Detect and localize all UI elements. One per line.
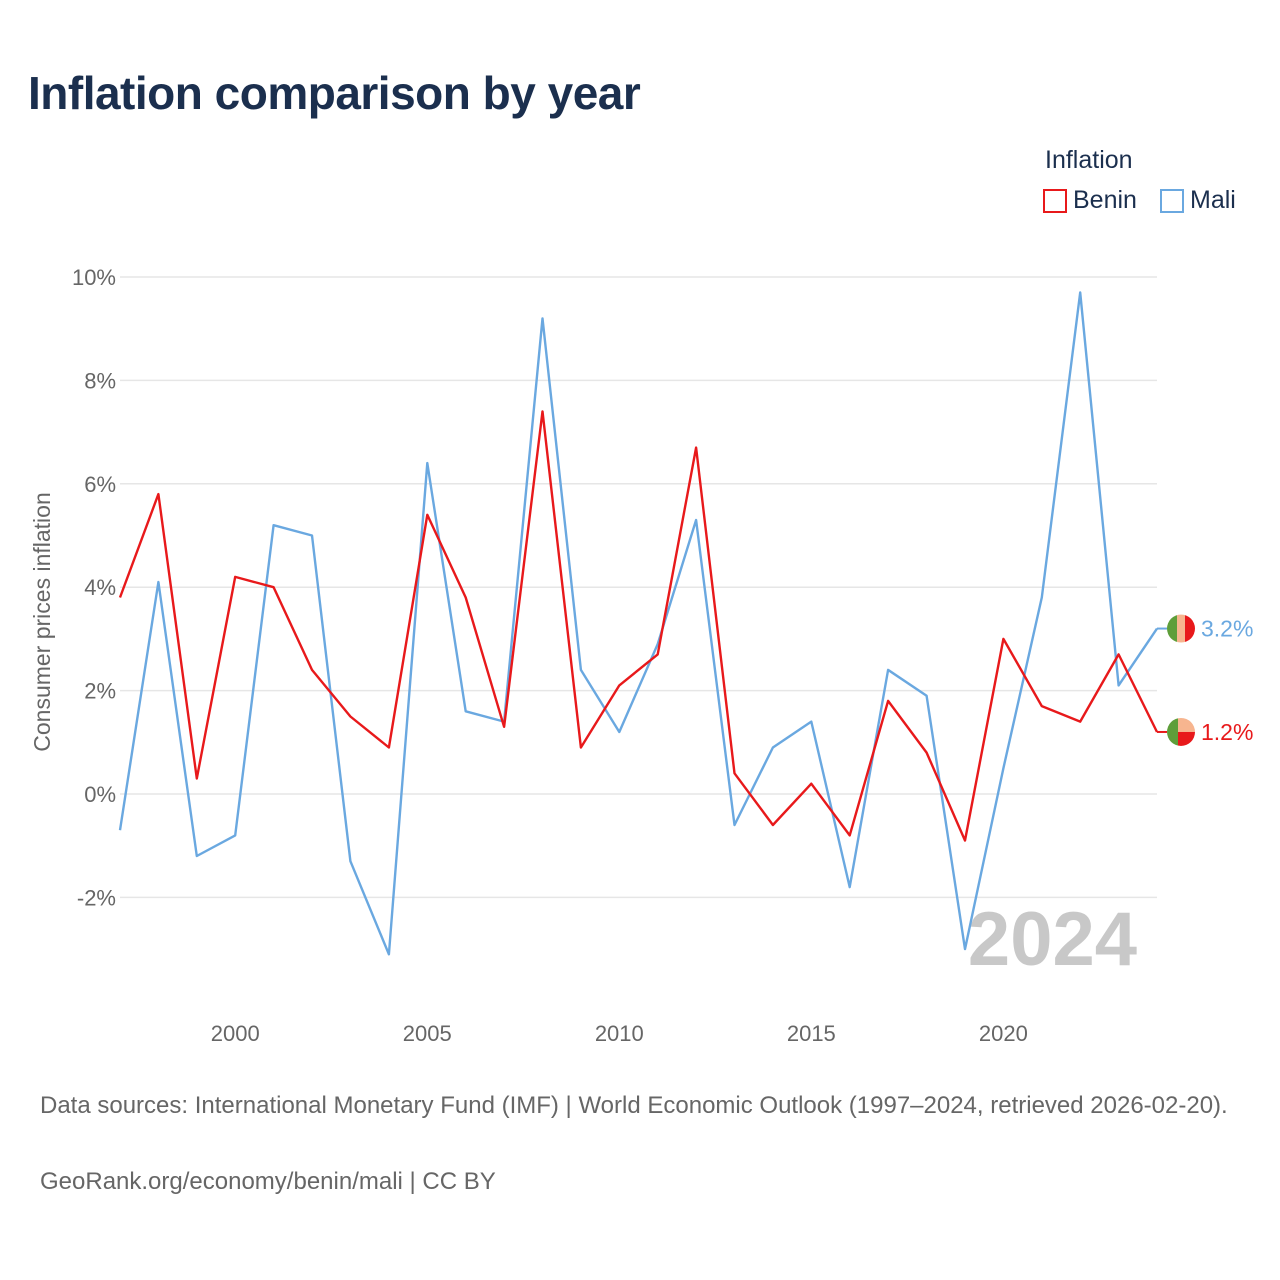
x-tick-label: 2005 — [403, 1021, 452, 1046]
y-tick-label: 6% — [84, 472, 116, 497]
flag-stripe-red — [1178, 731, 1195, 746]
y-tick-label: 2% — [84, 679, 116, 704]
flag-stripe-red — [1185, 614, 1195, 643]
series-line-mali — [118, 291, 1158, 956]
x-tick-label: 2015 — [787, 1021, 836, 1046]
legend-label-benin: Benin — [1073, 186, 1137, 214]
y-tick-label: 4% — [84, 575, 116, 600]
data-sources-note: Data sources: International Monetary Fun… — [40, 1092, 1228, 1119]
flag-marker-benin — [1167, 717, 1195, 746]
inflation-line-chart: -2% 0% 2% 4% 6% 8% 10% 2000 2005 2010 2015 2020 Co… — [29, 265, 1253, 1046]
x-tick-label: 2000 — [211, 1021, 260, 1046]
series-end-markers: 3.2% 1.2% — [1157, 614, 1253, 746]
end-value-label-benin: 1.2% — [1201, 719, 1253, 745]
y-tick-label: 8% — [84, 368, 116, 393]
x-tick-label: 2020 — [979, 1021, 1028, 1046]
flag-marker-mali — [1167, 614, 1195, 643]
credit-link[interactable]: GeoRank.org/economy/benin/mali | CC BY — [40, 1168, 496, 1195]
y-axis-ticks: -2% 0% 2% 4% 6% 8% 10% — [72, 265, 116, 910]
series-line-benin — [118, 410, 1159, 842]
flag-stripe-green — [1167, 717, 1178, 746]
legend-swatch-mali — [1160, 188, 1184, 213]
grid-lines — [120, 276, 1157, 899]
end-value-label-mali: 3.2% — [1201, 616, 1253, 642]
series-lines — [118, 291, 1159, 956]
flag-stripe-gold — [1177, 614, 1185, 643]
year-watermark: 2024 — [968, 897, 1137, 982]
legend-label-mali: Mali — [1190, 186, 1236, 214]
legend-item-benin[interactable]: Benin — [1043, 186, 1137, 215]
y-axis-label: Consumer prices inflation — [29, 492, 55, 752]
y-tick-label: -2% — [77, 885, 116, 910]
chart-title: Inflation comparison by year — [28, 67, 641, 119]
legend-swatch-benin — [1043, 188, 1067, 213]
x-axis-ticks: 2000 2005 2010 2015 2020 — [211, 1021, 1028, 1046]
flag-benin — [1167, 717, 1195, 746]
flag-mali — [1167, 614, 1195, 643]
flag-stripe-yellow — [1178, 717, 1195, 732]
y-tick-label: 10% — [72, 265, 116, 290]
flag-stripe-green — [1167, 614, 1177, 643]
legend-title: Inflation — [1045, 146, 1133, 174]
legend-item-mali[interactable]: Mali — [1160, 186, 1236, 215]
x-tick-label: 2010 — [595, 1021, 644, 1046]
y-tick-label: 0% — [84, 782, 116, 807]
